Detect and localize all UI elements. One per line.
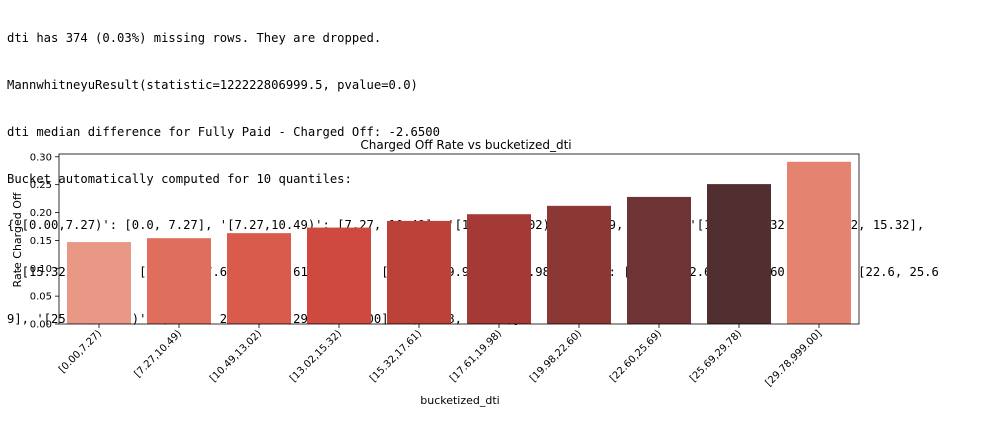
y-tick-label: 0.10: [30, 264, 52, 275]
y-tick-label: 0.30: [30, 152, 52, 163]
chart-title: Charged Off Rate vs bucketized_dti: [360, 138, 571, 152]
console-line: MannwhitneyuResult(statistic=12222280699…: [7, 77, 418, 92]
console-line: dti median difference for Fully Paid - C…: [7, 124, 440, 139]
x-axis: [0.00,7.27) [7.27,10.49) [10.49,13.02) [13.…: [57, 324, 824, 389]
x-tick-label: [19.98,22.60): [528, 328, 584, 384]
bar: [707, 184, 771, 324]
x-tick-label: [22.60,25.69): [608, 328, 664, 384]
y-tick-label: 0.20: [30, 208, 52, 219]
bar: [547, 205, 611, 324]
bar: [387, 220, 451, 324]
x-tick-label: [7.27,10.49): [133, 328, 185, 380]
x-tick-label: [29.78,999.00]: [764, 328, 825, 389]
console-line: Bucket automatically computed for 10 qua…: [7, 171, 352, 186]
x-tick-label: [0.00,7.27): [57, 328, 104, 375]
bar: [467, 214, 531, 324]
bar: [227, 233, 291, 324]
bars-group: [67, 161, 851, 324]
y-tick-label: 0.15: [30, 236, 52, 247]
x-tick-label: [25.69,29.78): [688, 328, 744, 384]
y-axis: 0.00 0.05 0.10 0.15 0.20 0.25 0.30: [30, 152, 59, 331]
x-tick-label: [17.61,19.98): [448, 328, 504, 384]
bar: [787, 161, 851, 324]
bar: [627, 196, 691, 324]
x-tick-label: [10.49,13.02): [208, 328, 264, 384]
bar: [307, 227, 371, 324]
x-tick-label: [15.32,17.61): [368, 328, 424, 384]
y-tick-label: 0.05: [30, 292, 52, 303]
bar: [147, 238, 211, 324]
y-tick-label: 0.00: [30, 320, 52, 331]
x-axis-label: bucketized_dti: [420, 394, 500, 407]
y-axis-label: Rate Charged Off: [11, 192, 24, 287]
console-line: dti has 374 (0.03%) missing rows. They a…: [7, 31, 382, 46]
x-tick-label: [13.02,15.32): [288, 328, 344, 384]
y-tick-label: 0.25: [30, 180, 52, 191]
plot-frame: [58, 153, 860, 325]
bar: [67, 242, 131, 324]
